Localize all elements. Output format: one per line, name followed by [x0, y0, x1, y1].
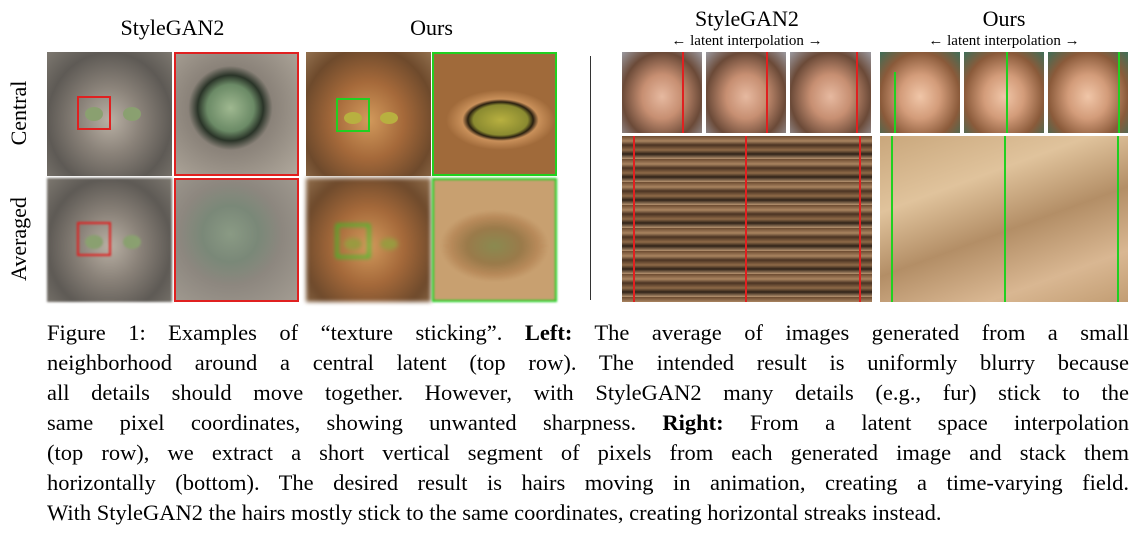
- stylegan2-averaged-eye-zoom: [174, 178, 299, 302]
- stylegan2-central-cat-image: [47, 52, 172, 176]
- row-label-averaged: Averaged: [6, 197, 31, 281]
- caption-text: From a latent space interpolation: [723, 410, 1129, 435]
- ours-central-cat-image: [306, 52, 431, 176]
- caption-line: same pixel coordinates, showing unwanted…: [47, 408, 1129, 438]
- figure-caption: Figure 1: Examples of “texture sticking”…: [47, 318, 1129, 528]
- ours-face-2: [964, 52, 1044, 133]
- right-subheader-ours: ← latent interpolation →: [928, 33, 1080, 49]
- panel-divider: [590, 56, 591, 300]
- caption-line: (top row), we extract a short vertical s…: [47, 440, 1129, 465]
- left-header-ours: Ours: [410, 15, 453, 40]
- ours-face-3: [1048, 52, 1128, 133]
- left-header-stylegan2: StyleGAN2: [120, 15, 225, 40]
- stylegan2-central-eye-zoom: [174, 52, 299, 176]
- ours-averaged-cat-image: [306, 178, 431, 302]
- stylegan2-face-1: [622, 52, 702, 133]
- stylegan2-face-2: [706, 52, 786, 133]
- caption-bold-left: Left:: [524, 320, 573, 345]
- caption-text: Figure 1: Examples of “texture sticking”…: [47, 320, 525, 345]
- right-header-stylegan2: StyleGAN2: [695, 6, 799, 31]
- right-header-ours: Ours: [982, 6, 1026, 31]
- caption-line: neighborhood around a central latent (to…: [47, 350, 1129, 375]
- caption-line: Figure 1: Examples of “texture sticking”…: [47, 318, 1129, 348]
- caption-line: horizontally (bottom). The desired resul…: [47, 470, 1129, 495]
- ours-face-1: [880, 52, 960, 133]
- ours-stacked-segments: [880, 136, 1128, 302]
- right-subheader-stylegan2: ← latent interpolation →: [671, 33, 823, 49]
- caption-line: all details should move together. Howeve…: [47, 380, 1129, 405]
- stylegan2-face-3: [790, 52, 871, 133]
- stylegan2-averaged-cat-image: [47, 178, 172, 302]
- caption-text: same pixel coordinates, showing unwanted…: [47, 410, 663, 435]
- caption-line: With StyleGAN2 the hairs mostly stick to…: [47, 500, 942, 525]
- caption-text: The average of images generated from a s…: [572, 320, 1129, 345]
- caption-bold-right: Right:: [662, 410, 724, 435]
- ours-central-eye-zoom: [432, 52, 557, 176]
- ours-averaged-eye-zoom: [432, 178, 557, 302]
- stylegan2-stacked-segments: [622, 136, 872, 302]
- row-label-central: Central: [6, 80, 31, 146]
